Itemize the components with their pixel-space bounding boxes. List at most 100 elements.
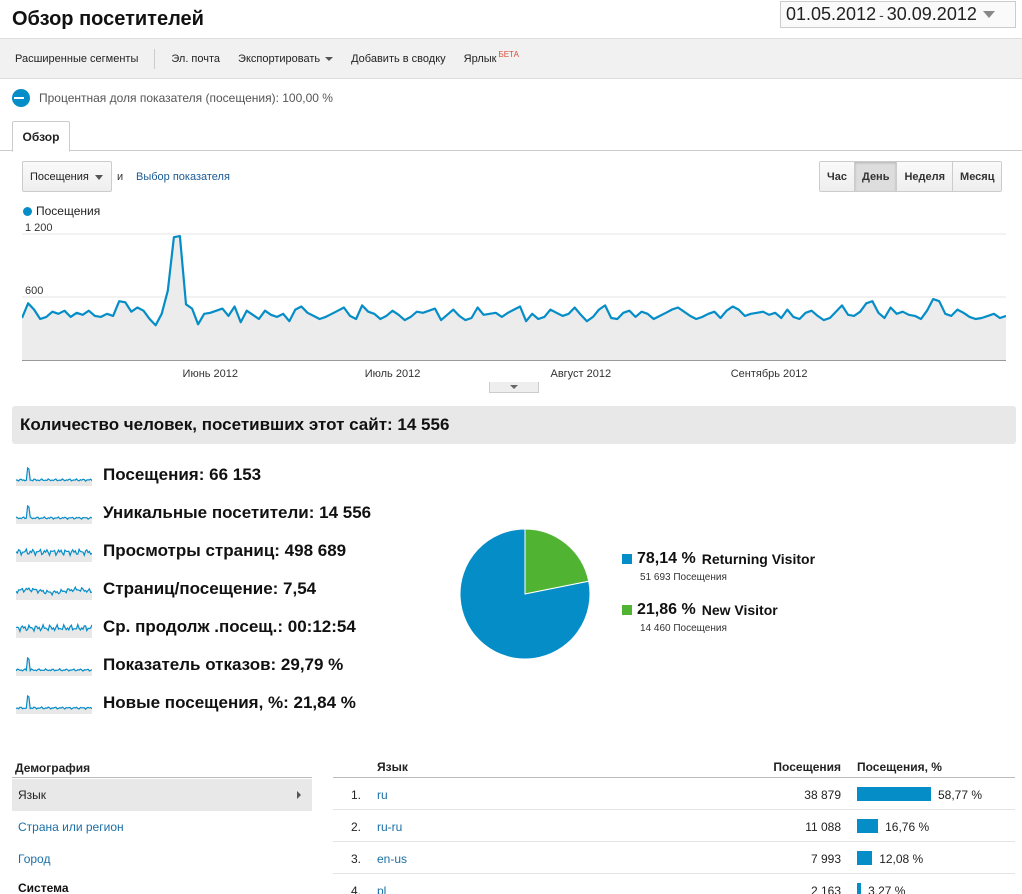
tab-overview[interactable]: Обзор [12, 121, 70, 152]
metric-sparkline [16, 547, 92, 562]
chart-expand-handle[interactable] [489, 382, 539, 393]
metric-row[interactable]: Новые посещения, %: 21,84 % [16, 684, 416, 722]
metric-value: Уникальные посетители: 14 556 [103, 503, 372, 522]
chevron-right-icon [297, 791, 301, 799]
sparkline-line [16, 547, 92, 558]
metric-row[interactable]: Страниц/посещение: 7,54 [16, 570, 416, 608]
pie-legend-pct: 78,14 % [637, 550, 696, 567]
row-visits: 11 088 [805, 820, 841, 834]
metric-row[interactable]: Просмотры страниц: 498 689 [16, 532, 416, 570]
date-separator: - [879, 6, 884, 23]
pie-share-icon [12, 89, 30, 107]
demographics-item-label: Язык [18, 788, 47, 802]
tab-bar: Обзор [0, 118, 1022, 152]
row-visits: 7 993 [810, 852, 841, 866]
system-section-header: Система [18, 881, 69, 894]
period-hour-button[interactable]: Час [820, 162, 855, 191]
period-day-button[interactable]: День [854, 162, 898, 191]
pie-legend-visits: 14 460 Посещения [640, 623, 727, 634]
metric-select[interactable]: Посещения [22, 161, 112, 192]
header: Обзор посетителей 01.05.2012 - 30.09.201… [0, 0, 1022, 38]
date-range-picker[interactable]: 01.05.2012 - 30.09.2012 [780, 1, 1016, 28]
pie-slice-new-visitor[interactable] [524, 528, 590, 595]
pie-legend-visits: 51 693 Посещения [640, 572, 727, 583]
metric-row[interactable]: Посещения: 66 153 [16, 456, 416, 494]
sparkline-area [16, 624, 92, 638]
segment-share-text: Процентная доля показателя (посещения): … [39, 91, 333, 105]
sparkline-area [16, 696, 92, 714]
row-language-link[interactable]: pl [377, 884, 387, 894]
row-pct-label: 58,77 % [938, 788, 983, 802]
metric-value: Ср. продолж .посещ.: 00:12:54 [103, 617, 356, 636]
sparkline-line [16, 585, 92, 597]
sparkline-area [16, 468, 92, 486]
advanced-segments-button[interactable]: Расширенные сегменты [15, 52, 139, 65]
col-header-visits[interactable]: Посещения [773, 760, 841, 774]
sparkline-area [16, 506, 92, 524]
metric-row[interactable]: Показатель отказов: 29,79 % [16, 646, 416, 684]
demographics-item-country[interactable]: Страна или регион [18, 820, 124, 834]
visitor-type-pie-chart[interactable] [456, 526, 594, 662]
legend-swatch [622, 605, 632, 615]
chevron-down-icon [510, 385, 518, 389]
table-row[interactable]: 3. en-us 7 993 12,08 % [333, 842, 1015, 874]
row-visits: 38 879 [804, 788, 841, 802]
row-language-link[interactable]: en-us [377, 852, 408, 866]
row-language-link[interactable]: ru [377, 788, 388, 802]
toolbar-divider [154, 48, 156, 69]
export-button[interactable]: Экспортировать [238, 53, 334, 65]
table-row[interactable]: 4. pl 2 163 3,27 % [333, 874, 1015, 894]
demographics-item-city[interactable]: Город [18, 852, 51, 866]
visits-timeline-chart[interactable]: 1 200 600 Июнь 2012 Июль 2012 Август 2012 Сен… [22, 222, 1006, 394]
metric-value: Страниц/посещение: 7,54 [103, 579, 317, 598]
row-pct-label: 3,27 % [868, 884, 906, 894]
pie-legend-item-new[interactable]: 21,86 % New Visitor 14 460 Посещения [622, 601, 815, 634]
date-end: 30.09.2012 [886, 4, 977, 24]
shortcut-button[interactable]: Ярлык БЕТА [463, 50, 520, 65]
shortcut-label: Ярлык [463, 52, 497, 65]
metric-value: Просмотры страниц: 498 689 [103, 541, 347, 560]
metric-value: Новые посещения, %: 21,84 % [103, 693, 356, 712]
add-to-dashboard-button[interactable]: Добавить в сводку [351, 52, 446, 65]
table-row[interactable]: 2. ru-ru 11 088 16,76 % [333, 810, 1015, 842]
table-body: 1. ru 38 879 58,77 % 2. ru-ru 11 088 16,76 % 3. e… [333, 778, 1015, 894]
x-tick-label: Август 2012 [550, 368, 611, 380]
sparkline-area [16, 587, 92, 600]
email-button[interactable]: Эл. почта [171, 52, 221, 65]
sparkline-line [16, 622, 92, 634]
chart-legend: Посещения [23, 204, 100, 218]
pie-legend-name: Returning Visitor [701, 551, 816, 567]
row-visits: 2 163 [810, 884, 841, 894]
choose-metric-link[interactable]: Выбор показателя [136, 171, 230, 183]
series-area [22, 236, 1006, 360]
and-text: и [117, 171, 124, 183]
period-month-button[interactable]: Месяц [953, 162, 1002, 191]
metric-sparkline [16, 622, 92, 638]
metric-row[interactable]: Уникальные посетители: 14 556 [16, 494, 416, 532]
beta-badge: БЕТА [498, 50, 520, 59]
metric-row[interactable]: Ср. продолж .посещ.: 00:12:54 [16, 608, 416, 646]
pie-legend-item-returning[interactable]: 78,14 % Returning Visitor 51 693 Посещен… [622, 550, 815, 583]
period-week-button[interactable]: Неделя [897, 162, 954, 191]
visitors-count-banner: Количество человек, посетивших этот сайт… [12, 406, 1016, 444]
sparkline-line [16, 466, 92, 482]
metric-value: Показатель отказов: 29,79 % [103, 655, 344, 674]
demographics-item-language[interactable]: Язык [12, 779, 312, 811]
row-pct-bar [857, 819, 879, 833]
legend-label: Посещения [36, 204, 101, 218]
y-tick-label: 1 200 [25, 222, 53, 234]
table-row[interactable]: 1. ru 38 879 58,77 % [333, 778, 1015, 810]
row-language-link[interactable]: ru-ru [377, 820, 403, 834]
row-index: 4. [350, 884, 361, 894]
toolbar: Расширенные сегменты Эл. почта Экспортир… [0, 38, 1022, 79]
x-tick-label: Июль 2012 [365, 368, 421, 380]
table-header: Язык Посещения Посещения, % [333, 758, 1015, 778]
pie-slice-returning-visitor[interactable] [459, 528, 591, 660]
metric-value: Посещения: 66 153 [103, 465, 262, 484]
metric-sparkline [16, 504, 92, 524]
row-index: 1. [350, 788, 361, 802]
legend-dot-icon [23, 206, 32, 216]
col-header-visits-pct[interactable]: Посещения, % [857, 760, 942, 774]
sparkline-area [16, 549, 92, 562]
y-tick-label: 600 [25, 285, 43, 297]
